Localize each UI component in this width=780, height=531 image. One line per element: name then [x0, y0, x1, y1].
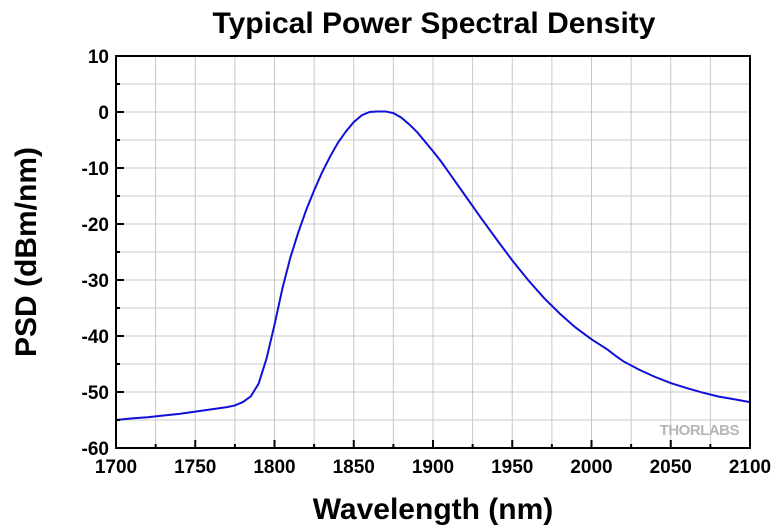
thorlabs-watermark: THORLABS: [660, 422, 740, 439]
chart-title: Typical Power Spectral Density: [213, 7, 656, 40]
x-tick-label: 1800: [253, 457, 295, 478]
y-tick-label: 10: [88, 47, 109, 68]
y-tick-labels: 10 0 -10 -20 -30 -40 -50 -60: [82, 47, 109, 460]
y-tick-label: -10: [82, 159, 109, 180]
y-axis-label: PSD (dBm/nm): [10, 147, 43, 357]
x-tick-label: 2000: [570, 457, 612, 478]
y-tick-label: -50: [82, 383, 109, 404]
psd-series-line: [115, 110, 751, 421]
x-tick-label: 2100: [729, 457, 771, 478]
x-tick-label: 1750: [174, 457, 216, 478]
x-tick-label: 1950: [491, 457, 533, 478]
x-tick-label: 1850: [333, 457, 375, 478]
y-tick-label: -30: [82, 271, 109, 292]
y-tick-label: -40: [82, 327, 109, 348]
y-tick-label: -20: [82, 215, 109, 236]
x-tick-label: 1900: [412, 457, 454, 478]
series-group: [115, 110, 751, 421]
x-tick-label: 1700: [95, 457, 137, 478]
grid-lines: [116, 56, 750, 448]
x-tick-label: 2050: [650, 457, 692, 478]
x-axis-label: Wavelength (nm): [313, 493, 554, 526]
x-tick-labels: 1700 1750 1800 1850 1900 1950 2000 2050 2100: [95, 457, 771, 478]
y-tick-label: 0: [98, 103, 109, 124]
axis-ticks: [115, 55, 751, 449]
y-tick-label: -60: [82, 439, 109, 460]
